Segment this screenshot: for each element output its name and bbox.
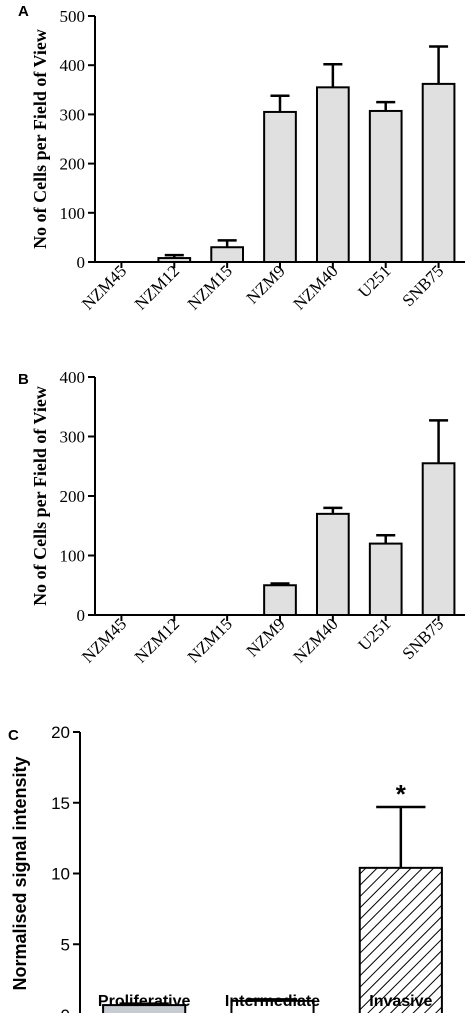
y-axis-label: No of Cells per Field of View — [30, 386, 50, 606]
y-axis-label: No of Cells per Field of View — [30, 29, 50, 249]
panel-label-A: A — [18, 3, 29, 20]
bar-snb75 — [421, 462, 456, 616]
y-tick-label: 0 — [77, 606, 86, 625]
x-tick-label: NZM12 — [131, 261, 183, 313]
y-tick-label: 15 — [51, 794, 70, 813]
y-tick-label: 100 — [60, 547, 86, 566]
y-tick-label: 5 — [61, 935, 70, 954]
x-tick-label: NZM45 — [78, 614, 130, 666]
bar-nzm9 — [263, 584, 297, 616]
x-tick-label: NZM12 — [131, 614, 183, 666]
panel-label-C: C — [8, 727, 19, 744]
x-tick-label: NZM15 — [184, 614, 236, 666]
y-tick-label: 500 — [60, 7, 86, 26]
x-tick-label: NZM40 — [290, 261, 342, 313]
bar-nzm15 — [210, 246, 245, 264]
y-tick-label: 0 — [77, 253, 86, 272]
x-tick-label: Intermediate — [225, 993, 320, 1010]
y-tick-label: 0 — [61, 1006, 70, 1013]
y-tick-label: 300 — [60, 105, 86, 124]
x-tick-label: SNB75 — [399, 614, 448, 663]
y-tick-label: 200 — [60, 487, 86, 506]
x-tick-label: Invasive — [369, 993, 432, 1010]
y-tick-label: 10 — [51, 865, 70, 884]
bar-nzm9 — [263, 110, 297, 263]
y-tick-label: 200 — [60, 155, 86, 174]
x-tick-label: NZM9 — [243, 614, 289, 660]
x-tick-label: NZM15 — [184, 261, 236, 313]
y-tick-label: 100 — [60, 204, 86, 223]
bar-invasive — [358, 866, 443, 1013]
y-axis-label: Normalised signal intensity — [10, 756, 30, 990]
x-tick-label: U251 — [354, 261, 394, 301]
y-tick-label: 20 — [51, 723, 70, 742]
y-tick-label: 400 — [60, 56, 86, 75]
bar-nzm40 — [316, 512, 350, 616]
x-tick-label: NZM9 — [243, 261, 289, 307]
bar-u251 — [368, 542, 403, 616]
y-tick-label: 300 — [60, 428, 86, 447]
x-tick-label: SNB75 — [399, 261, 448, 310]
x-tick-label: U251 — [354, 614, 394, 654]
significance-annotation: * — [396, 779, 407, 809]
x-tick-label: NZM40 — [290, 614, 342, 666]
panel-label-B: B — [18, 371, 29, 388]
x-tick-label: NZM45 — [78, 261, 130, 313]
bar-nzm12 — [157, 257, 192, 263]
bar-snb75 — [421, 82, 456, 264]
bar-u251 — [368, 109, 403, 264]
bar-nzm40 — [316, 86, 350, 263]
x-tick-label: Proliferative — [98, 993, 191, 1010]
y-tick-label: 400 — [60, 368, 86, 387]
